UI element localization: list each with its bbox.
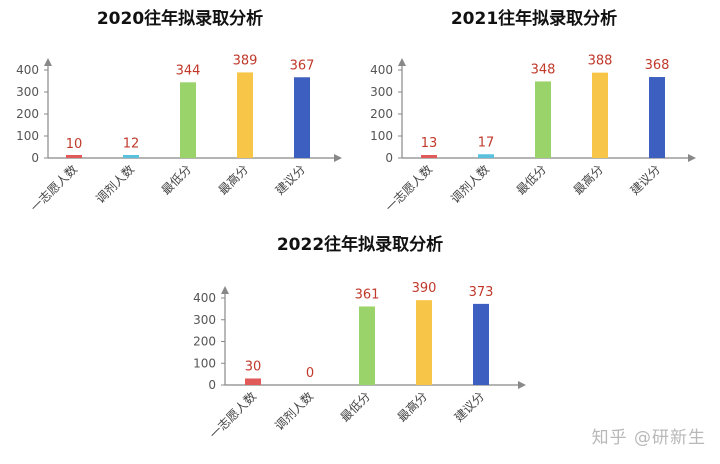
data-label: 388: [588, 54, 613, 69]
watermark: 知乎 @研新生: [591, 428, 706, 448]
data-label: 17: [478, 135, 495, 150]
chart-2: 2021往年拟录取分析 0 100 200 300 400 13 一志愿人数 17 调剂人数 348…: [370, 8, 696, 215]
x-axis-arrow: [518, 381, 526, 389]
y-tick-label: 200: [16, 107, 39, 121]
y-tick-label: 200: [193, 335, 216, 349]
bar-4: [237, 72, 253, 158]
data-label: 13: [421, 136, 438, 151]
bar-2: [478, 154, 494, 158]
y-tick-label: 400: [370, 63, 393, 77]
chart-title: 2020往年拟录取分析: [97, 8, 263, 29]
y-tick-label: 0: [31, 151, 39, 165]
data-label: 367: [290, 58, 315, 73]
bar-1: [66, 155, 82, 158]
bar-3: [359, 306, 375, 385]
chart-title: 2021往年拟录取分析: [451, 8, 617, 29]
bar-4: [592, 72, 608, 158]
category-label: 调剂人数: [272, 389, 317, 434]
category-label: 一志愿人数: [382, 162, 435, 215]
data-label: 361: [355, 287, 380, 302]
category-label: 最低分: [514, 162, 549, 197]
y-axis-arrow: [44, 58, 52, 66]
data-label: 30: [245, 359, 262, 374]
x-axis-arrow: [688, 154, 696, 162]
y-axis-arrow: [221, 286, 229, 294]
y-tick-label: 400: [16, 63, 39, 77]
y-tick-label: 0: [208, 378, 216, 392]
category-label: 建议分: [628, 162, 663, 197]
bar-2: [123, 155, 139, 158]
bar-4: [416, 300, 432, 385]
bar-3: [180, 82, 196, 158]
y-tick-label: 300: [370, 85, 393, 99]
category-label: 建议分: [452, 389, 487, 424]
data-label: 368: [645, 58, 670, 73]
category-label: 一志愿人数: [27, 162, 80, 215]
data-label: 373: [469, 285, 494, 300]
y-tick-label: 200: [370, 107, 393, 121]
y-tick-label: 400: [193, 291, 216, 305]
category-label: 最高分: [215, 162, 251, 198]
chart-1: 2020往年拟录取分析 0 100 200 300 400 10 一志愿人数 12 调剂人数 344…: [16, 8, 342, 215]
data-label: 12: [123, 136, 140, 151]
x-axis-arrow: [334, 154, 342, 162]
y-tick-label: 100: [16, 129, 39, 143]
category-label: 最高分: [394, 389, 430, 425]
y-tick-label: 300: [193, 313, 216, 327]
y-axis-arrow: [398, 58, 406, 66]
bar-5: [649, 77, 665, 158]
category-label: 最低分: [338, 389, 373, 424]
data-label: 389: [233, 53, 258, 68]
bar-1: [421, 155, 437, 158]
category-label: 最低分: [159, 162, 194, 197]
y-tick-label: 100: [370, 129, 393, 143]
chart-title: 2022往年拟录取分析: [277, 234, 443, 255]
bar-3: [535, 81, 551, 158]
data-label: 348: [531, 62, 556, 77]
bar-5: [473, 303, 489, 385]
category-label: 建议分: [273, 162, 308, 197]
y-tick-label: 300: [16, 85, 39, 99]
chart-3: 2022往年拟录取分析010020030040030一志愿人数0调剂人数361最…: [193, 234, 526, 442]
data-label: 10: [66, 137, 83, 152]
data-label: 390: [412, 281, 437, 296]
data-label: 0: [306, 366, 314, 381]
category-label: 调剂人数: [93, 162, 138, 207]
category-label: 一志愿人数: [206, 389, 259, 442]
data-label: 344: [176, 63, 201, 78]
y-tick-label: 100: [193, 356, 216, 370]
category-label: 调剂人数: [448, 162, 493, 207]
category-label: 最高分: [570, 162, 606, 198]
y-tick-label: 0: [385, 151, 393, 165]
bar-1: [245, 378, 261, 385]
bar-5: [294, 77, 310, 158]
